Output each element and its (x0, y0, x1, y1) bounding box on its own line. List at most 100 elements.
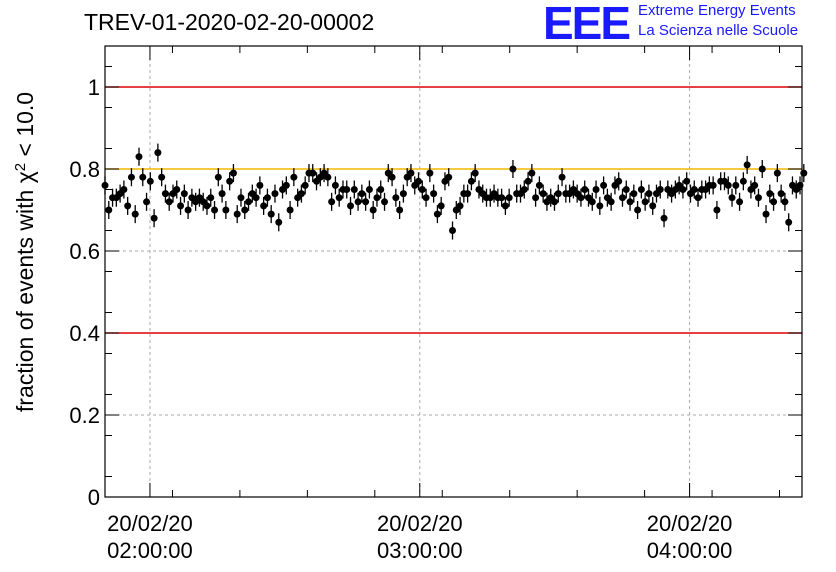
data-point (501, 202, 509, 210)
data-point (131, 210, 139, 218)
axis-ticks (104, 46, 802, 498)
plot-frame (104, 45, 803, 498)
data-point (520, 186, 528, 193)
data-point (369, 206, 377, 214)
data-point (777, 190, 785, 198)
y-tick-label: 0.8 (69, 157, 100, 182)
data-point (396, 206, 404, 214)
data-point (456, 202, 464, 210)
data-point (505, 194, 513, 202)
tick-labels: 00.20.40.60.8120/02/2002:00:0020/02/2003… (69, 75, 732, 563)
y-tick-label: 0.2 (69, 403, 100, 428)
y-tick-label: 0.4 (69, 321, 100, 346)
data-point (660, 214, 668, 222)
data-point (550, 198, 558, 206)
x-tick-date: 20/02/20 (377, 511, 463, 536)
x-tick-time: 03:00:00 (377, 538, 463, 563)
data-point (218, 190, 226, 198)
data-point (226, 177, 234, 185)
data-point (177, 202, 185, 210)
data-point (143, 198, 151, 206)
data-point (211, 206, 219, 214)
x-tick-time: 04:00:00 (647, 538, 733, 563)
data-point (751, 181, 759, 189)
data-point (256, 181, 264, 189)
data-point (146, 177, 154, 185)
data-point (437, 202, 445, 210)
data-point (229, 169, 237, 177)
data-point (381, 198, 389, 206)
data-point (237, 194, 245, 202)
data-point (290, 173, 298, 181)
data-point (626, 198, 634, 206)
data-point (728, 194, 736, 202)
data-point (263, 194, 271, 202)
data-point (709, 181, 717, 189)
data-point (214, 173, 222, 181)
data-point (309, 169, 317, 177)
data-point (800, 169, 808, 177)
data-point (433, 210, 441, 218)
data-point (762, 210, 770, 218)
data-point (392, 194, 400, 202)
data-point (694, 194, 702, 202)
data-point (736, 198, 744, 206)
data-point (343, 186, 351, 193)
data-point (267, 210, 275, 218)
data-point (286, 206, 294, 214)
data-point (203, 202, 211, 210)
chart-title: TREV-01-2020-02-20-00002 (84, 9, 375, 35)
data-point (301, 181, 309, 189)
data-point (207, 194, 215, 202)
data-point (445, 173, 453, 181)
data-point (426, 169, 434, 177)
data-point (335, 194, 343, 202)
data-point (297, 190, 305, 198)
data-point (158, 173, 166, 181)
data-point (407, 169, 415, 177)
data-point (350, 186, 358, 193)
y-axis-label: fraction of events with χ2 < 10.0 (12, 92, 39, 412)
data-point (766, 190, 774, 198)
data-point (622, 186, 630, 193)
data-point (120, 186, 128, 193)
data-point (139, 173, 147, 181)
y-tick-label: 0.6 (69, 239, 100, 264)
data-point (509, 165, 517, 173)
eee-logo: EEE (543, 0, 631, 49)
data-point (449, 227, 457, 234)
data-point (498, 194, 506, 202)
data-point (607, 198, 615, 206)
data-point (233, 210, 241, 218)
data-point (618, 194, 626, 202)
data-point (399, 190, 407, 198)
data-point (377, 186, 385, 193)
data-point (124, 202, 132, 210)
data-point (324, 173, 332, 181)
data-point (558, 173, 566, 181)
data-point (388, 173, 396, 181)
data-point (464, 190, 472, 198)
data-point (373, 194, 381, 202)
data-point (637, 186, 645, 193)
data-point (135, 153, 143, 161)
data-point (358, 190, 366, 198)
data-point (328, 198, 336, 206)
data-point (260, 202, 268, 210)
data-point (222, 206, 230, 214)
data-point (539, 190, 547, 198)
data-point (770, 198, 778, 206)
data-point (362, 198, 370, 206)
grid (105, 46, 802, 497)
data-point (365, 186, 373, 193)
data-point (630, 190, 638, 198)
data-point (532, 194, 540, 202)
data-point (758, 165, 766, 173)
data-point (161, 190, 169, 198)
data-point (275, 218, 283, 226)
data-point (271, 190, 279, 198)
data-point (588, 198, 596, 206)
data-point (781, 198, 789, 206)
data-point (724, 181, 732, 189)
data-point (252, 194, 260, 202)
